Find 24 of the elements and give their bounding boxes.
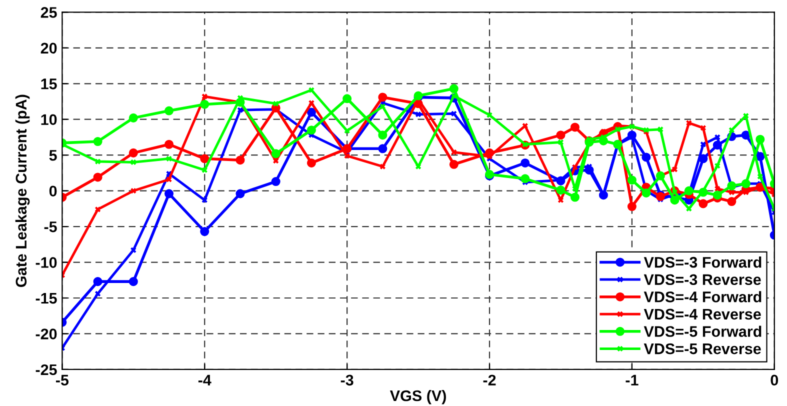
legend-label: VDS=-5 Reverse — [644, 343, 761, 354]
y-tick-label: -10 — [36, 257, 57, 268]
x-tick-label: -4 — [198, 374, 212, 386]
x-tick-label: -2 — [483, 374, 496, 386]
legend-label: VDS=-4 Reverse — [644, 308, 761, 320]
y-tick-label: 0 — [49, 186, 57, 197]
x-tick-label: -1 — [626, 374, 638, 386]
y-axis-title: Gate Leakage Current (pA) — [15, 94, 30, 287]
x-tick-label: 0 — [770, 374, 778, 386]
legend-label: VDS=-3 Forward — [644, 256, 762, 268]
legend-label: VDS=-3 Reverse — [644, 274, 761, 286]
y-tick-label: -20 — [36, 328, 57, 340]
y-tick-label: -25 — [36, 364, 57, 376]
y-tick-label: 25 — [40, 7, 57, 18]
x-tick-label: -3 — [340, 374, 354, 386]
y-tick-label: 15 — [41, 78, 57, 90]
y-tick-label: 10 — [41, 114, 57, 126]
y-tick-label: 5 — [49, 150, 57, 161]
y-tick-label: -5 — [44, 222, 57, 232]
x-axis-title: VGS (V) — [390, 390, 446, 404]
legend-label: VDS=-5 Forward — [644, 326, 762, 337]
y-tick-label: -15 — [36, 293, 57, 304]
legend-label: VDS=-4 Forward — [644, 291, 762, 302]
y-tick-label: 20 — [40, 42, 57, 54]
